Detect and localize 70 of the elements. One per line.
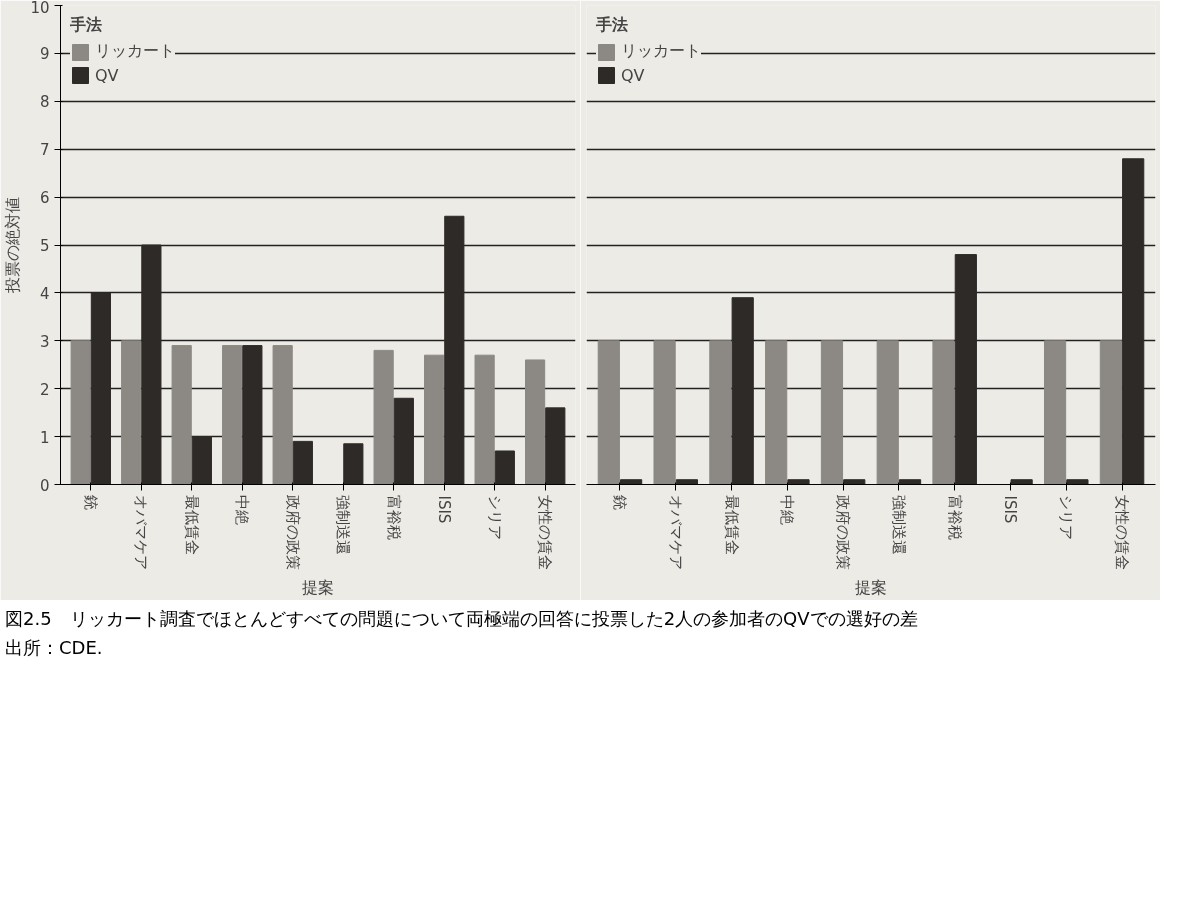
x-tick-label: 銃 [610,495,629,511]
bar [876,340,899,485]
bar [787,479,810,485]
bar [765,340,788,485]
x-tick-label: 中絶 [233,495,252,526]
x-tick-label: 政府の政策 [283,495,302,571]
bar [620,479,643,485]
x-tick-label: 強制送還 [889,495,908,556]
legend-label: QV [95,65,119,85]
bar [343,443,364,485]
y-tick-label: 1 [39,428,50,447]
y-tick-label: 7 [39,141,50,160]
legend-title: 手法 [70,15,103,36]
bar [653,340,676,485]
bar [474,354,495,485]
y-tick-label: 4 [39,284,50,303]
bar [898,479,922,485]
x-tick-label: 中絶 [778,495,797,526]
y-tick-label: 8 [39,93,50,112]
x-tick-label: 最低賃金 [182,495,201,556]
bar [525,359,546,485]
y-axis-title: 投票の絶対値 [3,197,23,294]
x-tick-label: 銃 [81,495,100,511]
x-tick-label: ISIS [435,495,454,524]
bar [709,340,732,485]
x-tick-label: 富裕税 [384,495,403,541]
y-tick-label: 6 [39,189,50,208]
bar [373,349,394,485]
x-tick-label: 女性の賃金 [1113,495,1132,571]
y-tick-label: 0 [39,476,50,495]
y-tick-label: 5 [39,237,50,255]
bar [494,450,515,485]
bar [121,340,142,485]
bar [820,340,844,485]
bar [1066,479,1089,485]
bar [1043,340,1067,485]
x-tick-label: 強制送還 [334,495,353,556]
x-tick-label: オバマケア [666,495,685,571]
x-tick-label: ISIS [1001,495,1020,524]
bar [272,345,293,485]
bar [1010,479,1033,485]
x-axis-title: 提案 [302,578,334,598]
bar [171,345,192,485]
bar [932,340,955,485]
legend-label: リッカート [95,41,175,62]
y-tick-label: 9 [39,45,50,64]
x-tick-label: シリア [1057,495,1076,541]
bar [424,354,445,485]
bar [843,479,866,485]
x-tick-label: 最低賃金 [722,495,741,556]
bar [70,340,91,485]
legend-label: リッカート [621,41,701,62]
x-tick-label: オバマケア [132,495,151,571]
bar [1099,340,1122,485]
legend-label: QV [621,65,645,85]
legend-title: 手法 [596,15,629,36]
x-axis-title: 提案 [855,578,887,598]
x-tick-label: シリア [485,495,504,541]
x-tick-label: 女性の賃金 [536,495,555,571]
x-tick-label: 富裕税 [945,495,964,541]
text: 出所：CDE. [5,636,103,658]
caption: 図2.5 リッカート調査でほとんどすべての問題について両極端の回答に投票した2人の参加者のQVでの選好の差 [5,608,918,629]
x-tick-label: 政府の政策 [834,495,853,571]
bar [597,340,620,485]
y-tick-label: 2 [39,380,50,399]
bar [675,479,699,485]
bar [222,345,243,485]
y-tick-label: 10 [30,0,50,17]
bar [292,440,313,485]
y-tick-label: 3 [39,332,50,351]
